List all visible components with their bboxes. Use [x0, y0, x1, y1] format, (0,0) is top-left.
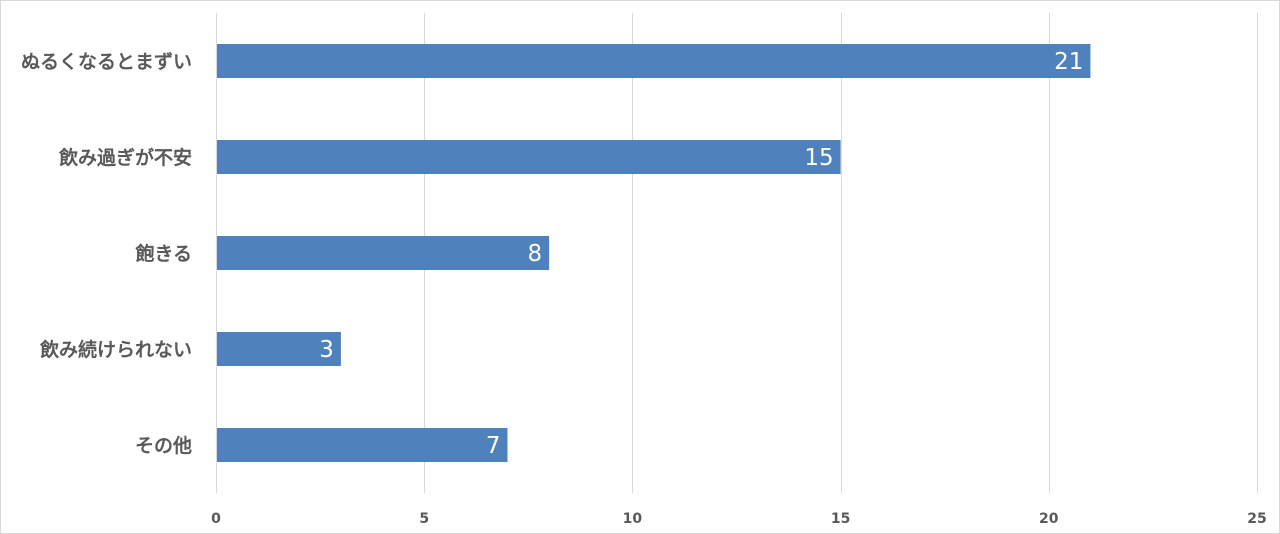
x-tick-label: 20 — [1039, 511, 1059, 527]
category-label: 飲み続けられない — [39, 338, 192, 361]
x-tick-label: 0 — [211, 511, 221, 527]
bar-value-label: 8 — [527, 241, 542, 267]
gridlines — [216, 13, 1258, 493]
bar — [217, 236, 550, 270]
x-tick-label: 5 — [419, 511, 429, 527]
bar-value-label: 3 — [319, 337, 334, 363]
category-label: 飽きる — [134, 242, 192, 265]
category-label: 飲み過ぎが不安 — [58, 146, 192, 169]
category-label: その他 — [135, 434, 192, 457]
bars: 21 15 8 3 7 — [217, 44, 1091, 462]
x-tick-label: 25 — [1247, 511, 1266, 527]
bar — [217, 332, 341, 366]
x-tick-label: 10 — [623, 511, 643, 527]
tick-labels: 0 5 10 15 20 25 — [211, 511, 1267, 527]
bar — [217, 140, 841, 174]
category-label: ぬるくなるとまずい — [21, 51, 192, 73]
bar — [217, 44, 1091, 78]
bar-value-label: 21 — [1054, 49, 1083, 75]
bar-value-label: 15 — [804, 145, 833, 171]
bar-value-label: 7 — [486, 433, 501, 459]
x-tick-label: 15 — [831, 511, 850, 527]
bar — [217, 428, 508, 462]
